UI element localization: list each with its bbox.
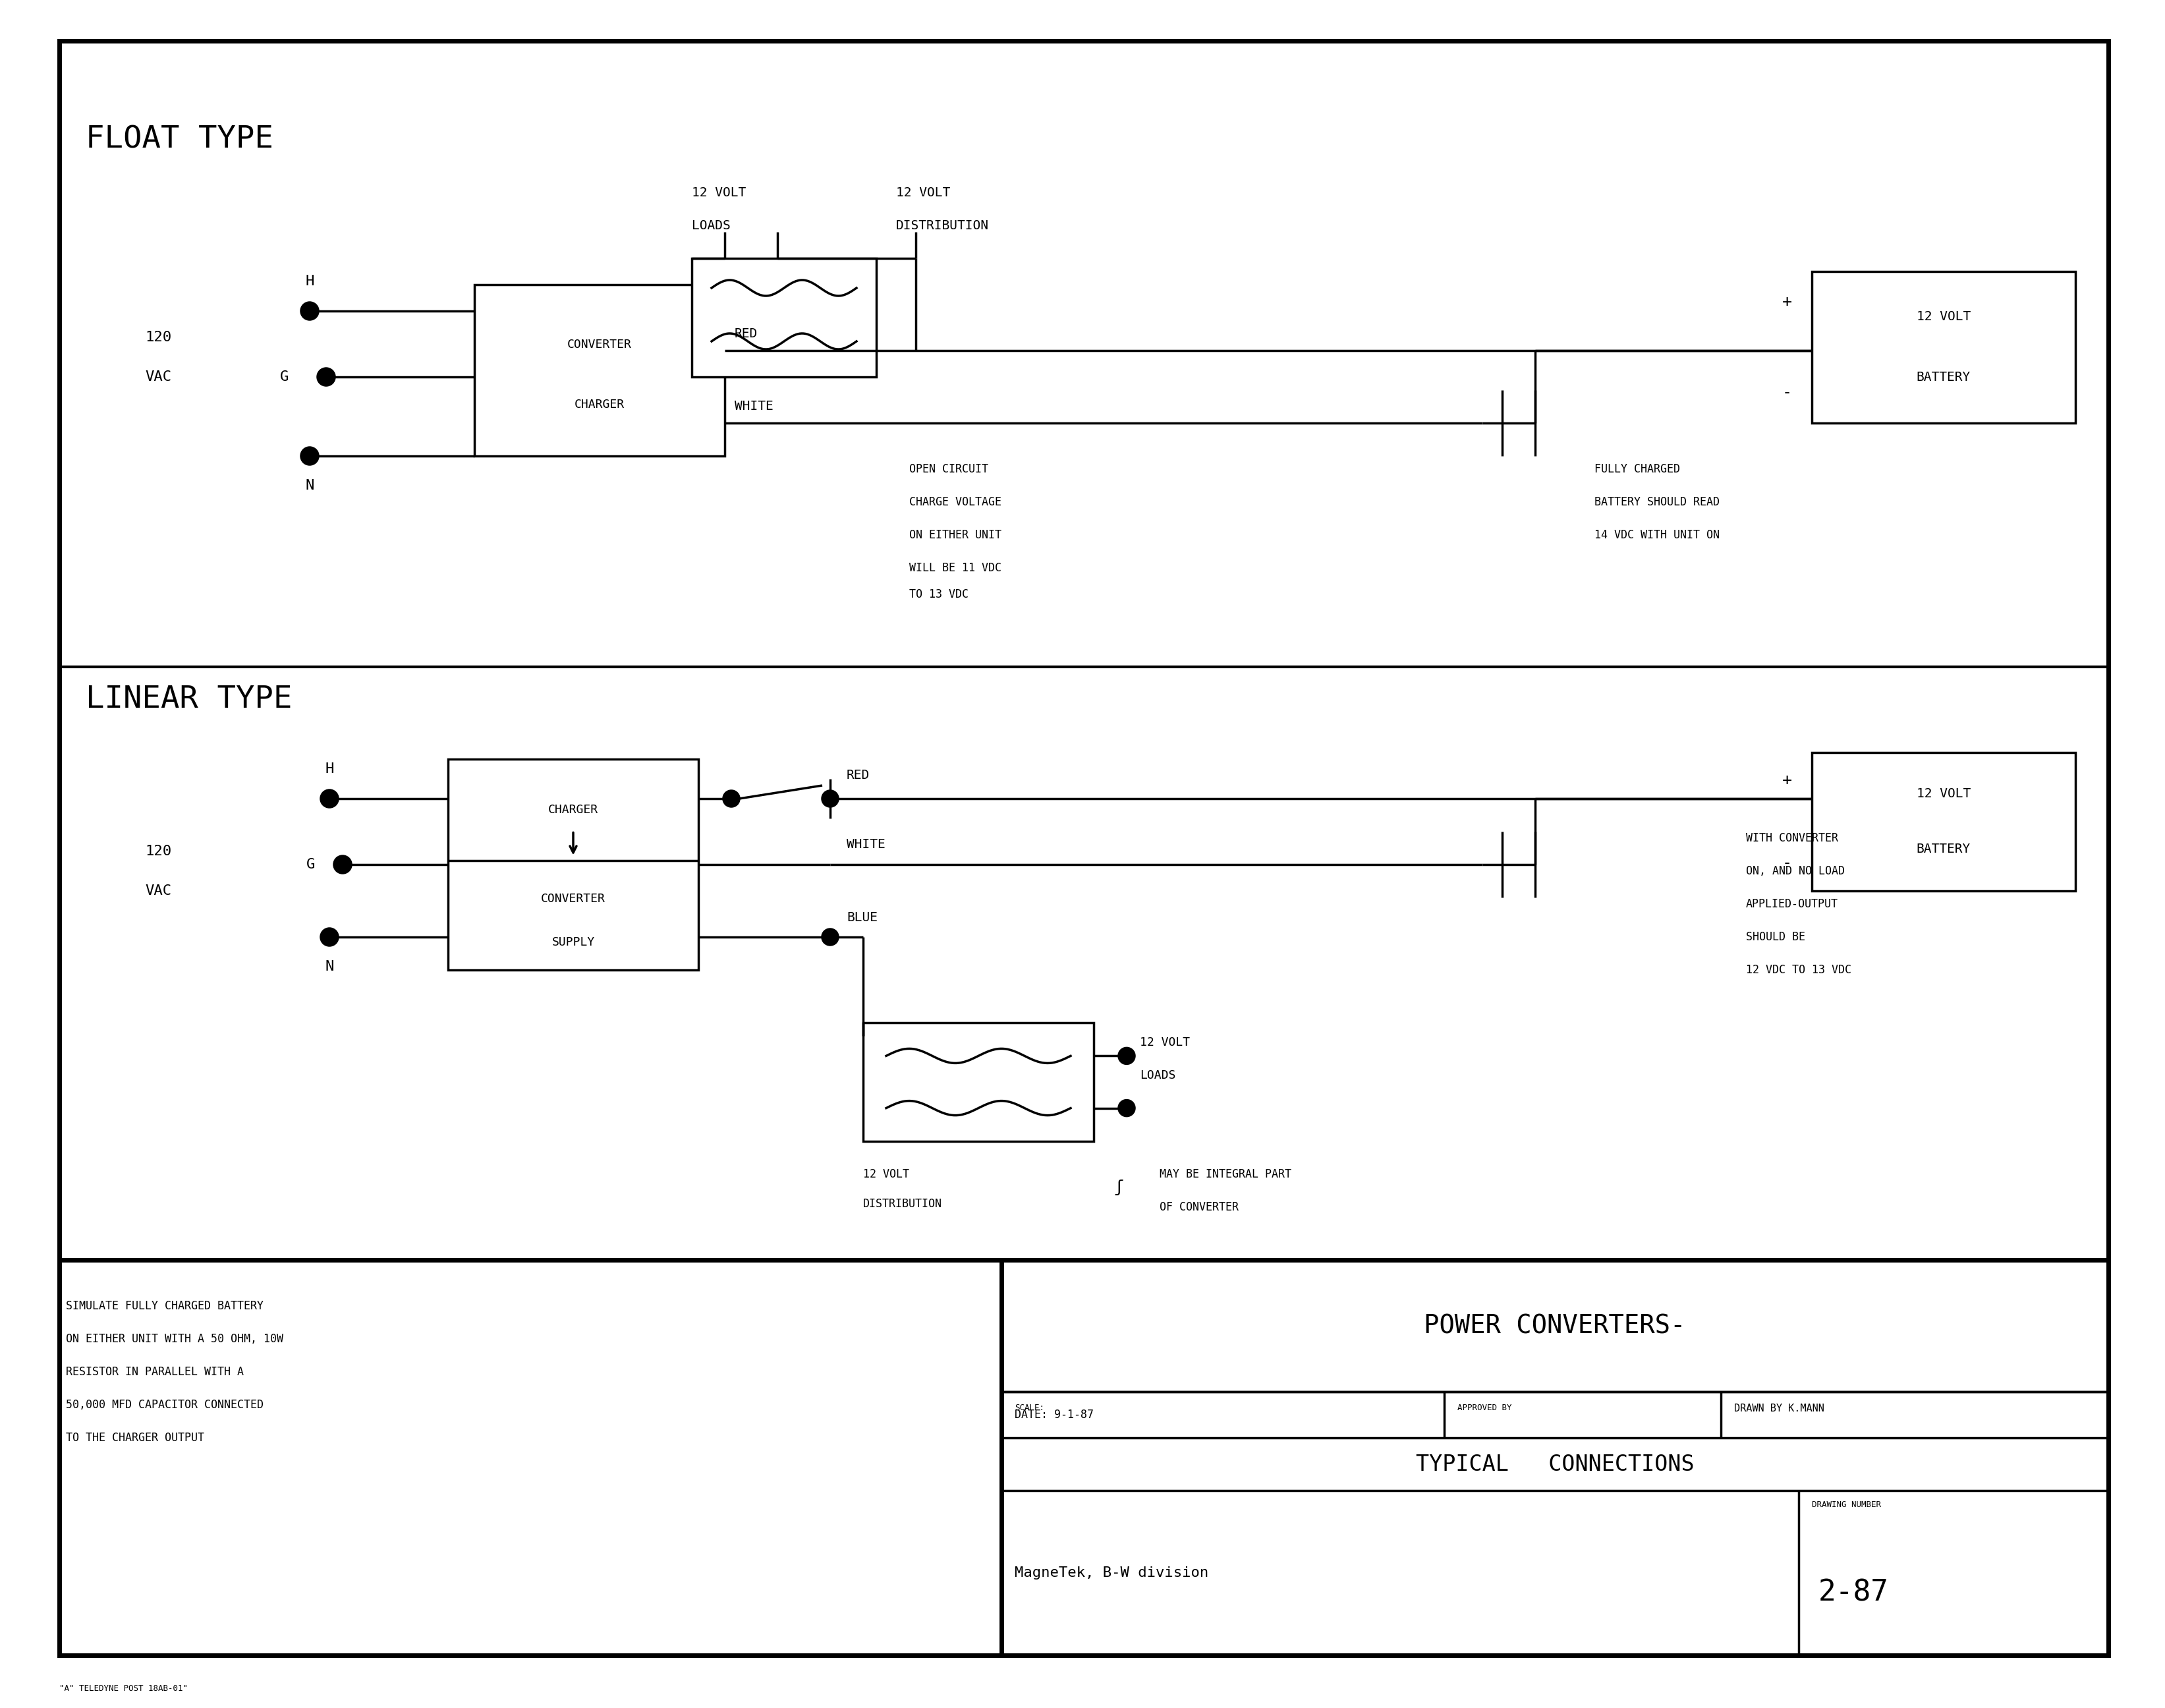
Text: DRAWING NUMBER: DRAWING NUMBER (1812, 1500, 1881, 1508)
Text: APPROVED BY: APPROVED BY (1457, 1404, 1511, 1413)
Text: SIMULATE FULLY CHARGED BATTERY: SIMULATE FULLY CHARGED BATTERY (65, 1300, 264, 1312)
Text: WITH CONVERTER: WITH CONVERTER (1745, 832, 1838, 844)
Circle shape (823, 929, 838, 945)
Text: 12 VOLT: 12 VOLT (1916, 787, 1970, 801)
Text: POWER CONVERTERS-: POWER CONVERTERS- (1425, 1313, 1687, 1339)
Text: TO 13 VDC: TO 13 VDC (909, 589, 968, 600)
Text: CHARGE VOLTAGE: CHARGE VOLTAGE (909, 497, 1002, 507)
Text: ON, AND NO LOAD: ON, AND NO LOAD (1745, 866, 1845, 878)
Text: RED: RED (847, 769, 870, 782)
Text: -: - (1782, 384, 1793, 401)
Circle shape (723, 791, 738, 806)
Text: BATTERY: BATTERY (1916, 844, 1970, 856)
Text: FLOAT TYPE: FLOAT TYPE (87, 125, 273, 154)
Text: 120: 120 (145, 845, 171, 857)
Text: 12 VOLT: 12 VOLT (864, 1168, 909, 1180)
Text: CHARGER: CHARGER (574, 398, 626, 410)
Text: RESISTOR IN PARALLEL WITH A: RESISTOR IN PARALLEL WITH A (65, 1366, 245, 1378)
Text: N: N (305, 478, 314, 492)
Text: SUPPLY: SUPPLY (552, 936, 595, 948)
Text: 12 VOLT: 12 VOLT (693, 186, 747, 198)
Text: 12 VDC TO 13 VDC: 12 VDC TO 13 VDC (1745, 963, 1851, 975)
Text: TO THE CHARGER OUTPUT: TO THE CHARGER OUTPUT (65, 1431, 204, 1443)
Text: OPEN CIRCUIT: OPEN CIRCUIT (909, 463, 987, 475)
Text: DISTRIBUTION: DISTRIBUTION (864, 1197, 942, 1209)
Bar (693, 258, 877, 377)
Bar (1812, 753, 2076, 892)
Text: VAC: VAC (145, 371, 171, 384)
Text: FULLY CHARGED: FULLY CHARGED (1593, 463, 1680, 475)
Circle shape (318, 369, 336, 386)
Text: H: H (325, 762, 333, 775)
Text: +: + (1782, 772, 1793, 787)
Text: DRAWN BY K.MANN: DRAWN BY K.MANN (1734, 1404, 1825, 1414)
Bar (1812, 272, 2076, 424)
Text: DATE: 9-1-87: DATE: 9-1-87 (1015, 1409, 1093, 1421)
Circle shape (301, 302, 318, 319)
Text: WHITE: WHITE (847, 839, 885, 851)
Text: G: G (307, 857, 316, 871)
Text: 50,000 MFD CAPACITOR CONNECTED: 50,000 MFD CAPACITOR CONNECTED (65, 1399, 264, 1411)
Bar (474, 285, 725, 456)
Text: +: + (1782, 294, 1793, 309)
Text: 12 VOLT: 12 VOLT (1916, 311, 1970, 323)
Circle shape (320, 791, 338, 808)
Text: ʃ: ʃ (1113, 1180, 1124, 1196)
Text: OF CONVERTER: OF CONVERTER (1160, 1201, 1238, 1213)
Text: BATTERY: BATTERY (1916, 371, 1970, 384)
Text: 120: 120 (145, 331, 171, 343)
Text: "A" TELEDYNE POST 18AB-01": "A" TELEDYNE POST 18AB-01" (58, 1684, 188, 1693)
Circle shape (1119, 1100, 1134, 1115)
Circle shape (823, 791, 838, 806)
Text: BATTERY SHOULD READ: BATTERY SHOULD READ (1593, 497, 1719, 507)
Text: SCALE:: SCALE: (1015, 1404, 1044, 1413)
Text: H: H (305, 275, 314, 289)
Bar (864, 1023, 1093, 1141)
Text: MAY BE INTEGRAL PART: MAY BE INTEGRAL PART (1160, 1168, 1290, 1180)
Text: LOADS: LOADS (1139, 1069, 1176, 1081)
Text: -: - (1782, 856, 1793, 871)
Text: ON EITHER UNIT WITH A 50 OHM, 10W: ON EITHER UNIT WITH A 50 OHM, 10W (65, 1332, 284, 1344)
Text: MagneTek, B-W division: MagneTek, B-W division (1015, 1566, 1208, 1580)
Text: BLUE: BLUE (847, 910, 877, 924)
Text: RED: RED (734, 328, 758, 340)
Text: G: G (279, 371, 288, 384)
Text: CONVERTER: CONVERTER (567, 338, 632, 350)
Text: 12 VOLT: 12 VOLT (1139, 1037, 1191, 1049)
Circle shape (320, 929, 338, 946)
Circle shape (301, 447, 318, 465)
Circle shape (1119, 1049, 1134, 1064)
Text: WHITE: WHITE (734, 400, 773, 413)
Text: SHOULD BE: SHOULD BE (1745, 931, 1806, 943)
Text: VAC: VAC (145, 885, 171, 897)
Text: WILL BE 11 VDC: WILL BE 11 VDC (909, 562, 1002, 574)
Text: ON EITHER UNIT: ON EITHER UNIT (909, 529, 1002, 541)
Text: 14 VDC WITH UNIT ON: 14 VDC WITH UNIT ON (1593, 529, 1719, 541)
Text: LINEAR TYPE: LINEAR TYPE (87, 685, 292, 714)
Text: DISTRIBUTION: DISTRIBUTION (896, 219, 989, 232)
Text: LOADS: LOADS (693, 219, 730, 232)
Circle shape (333, 856, 351, 873)
Bar (448, 758, 699, 970)
Text: 2-87: 2-87 (1819, 1578, 1888, 1607)
Text: APPLIED-OUTPUT: APPLIED-OUTPUT (1745, 898, 1838, 910)
Text: 12 VOLT: 12 VOLT (896, 186, 950, 198)
Text: CONVERTER: CONVERTER (541, 893, 606, 905)
Text: CHARGER: CHARGER (548, 804, 598, 816)
Text: N: N (325, 960, 333, 974)
Text: TYPICAL   CONNECTIONS: TYPICAL CONNECTIONS (1416, 1454, 1695, 1476)
